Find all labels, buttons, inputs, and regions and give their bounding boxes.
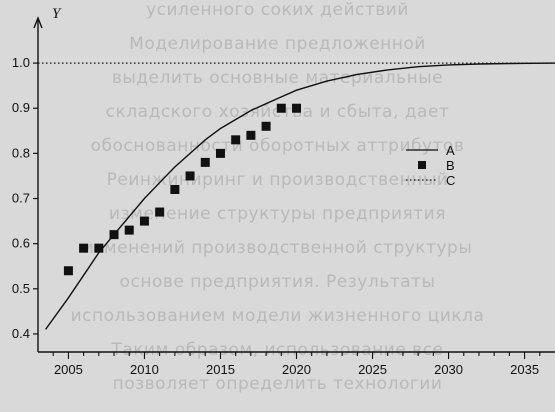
bleed-line: изменение структуры предприятия [109,204,446,224]
y-tick-label: 0.6 [12,236,30,251]
y-tick-label: 0.4 [12,326,30,341]
series-B-point [139,216,149,226]
bleed-line: использованием модели жизненного цикла [70,306,485,326]
legend-marker-B [418,161,426,169]
y-axis-title: Y [52,6,62,22]
bleed-line: выделить основные материальные [111,68,444,88]
series-B-point [63,266,73,276]
bleed-line: основе предприятия. Результаты [119,272,436,292]
bleed-line: позволяет определить технологии [112,374,443,394]
legend-label-A: A [446,143,455,158]
legend-label-B: B [446,158,455,173]
series-B-point [185,171,195,181]
bleed-line: усиленного соких действий [146,0,409,20]
series-B-point [200,157,210,167]
series-layer [38,62,555,330]
bleed-line: изменений производственной структуры [82,238,473,258]
axes: Y 0.4 0.5 0.6 0.7 0.8 0.9 1.0 2005 2010 2015 2020 20… [12,6,555,377]
y-tick-label: 0.8 [12,145,30,160]
x-tick-label: 2015 [206,362,235,377]
series-B-point [215,148,225,158]
y-tick-label: 1.0 [12,55,30,70]
legend-label-C: C [446,173,455,188]
y-tick-label: 0.5 [12,281,30,296]
series-B-point [124,225,134,235]
y-axis-arrow [33,16,43,29]
y-tick-label: 0.7 [12,191,30,206]
x-tick-label: 2035 [510,362,539,377]
series-B-point [261,121,271,131]
x-tick-label: 2030 [434,362,463,377]
series-B-point [231,135,241,145]
series-B-point [246,130,256,140]
x-tick-label: 2010 [130,362,159,377]
series-B-point [94,243,104,253]
series-B-point [276,103,286,113]
bleed-line: Моделирование предложенной [129,34,426,54]
bleed-line: Таким образом, использование все [111,340,444,360]
legend: ABC [406,143,455,188]
x-tick-label: 2025 [358,362,387,377]
series-A-line [45,62,555,330]
series-B-point [155,207,165,217]
series-B-point [109,230,119,240]
series-B-point [170,184,180,194]
series-B-point [292,103,301,113]
x-tick-label: 2020 [282,362,311,377]
y-tick-label: 0.9 [12,100,30,115]
x-tick-label: 2005 [54,362,83,377]
series-B-point [79,243,89,253]
bleed-line: обоснованности оборотных аттрибутов [90,136,465,156]
